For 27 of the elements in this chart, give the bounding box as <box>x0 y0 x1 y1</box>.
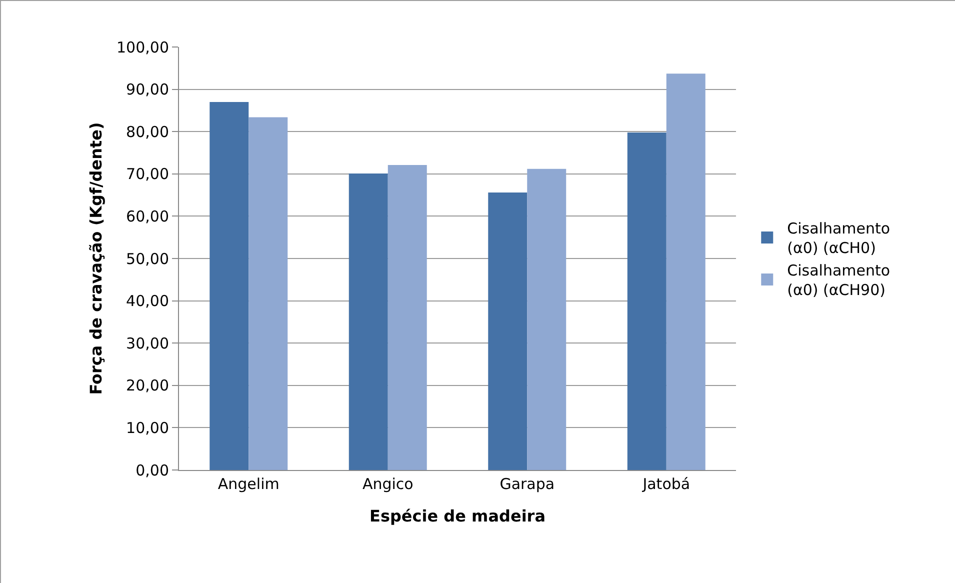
y-tick-label: 100,00 <box>116 38 169 56</box>
y-tick-label: 20,00 <box>126 376 169 395</box>
x-tick-label: Garapa <box>500 475 555 493</box>
y-tick-label: 50,00 <box>126 250 169 268</box>
y-tick-label: 80,00 <box>126 122 169 141</box>
bar <box>666 74 706 470</box>
x-tick-label: Jatobá <box>642 475 690 493</box>
bar <box>348 173 388 470</box>
x-axis-title: Espécie de madeira <box>370 506 546 526</box>
x-tick-label: Angico <box>362 475 414 493</box>
legend-label: Cisalhamento (α0) (αCH0) <box>787 220 890 258</box>
y-tick-label: 0,00 <box>136 461 169 480</box>
x-tick-label: Angelim <box>218 475 280 493</box>
y-tick-label: 30,00 <box>126 334 169 352</box>
y-axis-title: Força de cravação (Kgf/dente) <box>86 122 106 395</box>
y-tick-label: 90,00 <box>126 80 169 99</box>
bar <box>388 165 427 470</box>
legend-label: Cisalhamento (α0) (αCH90) <box>787 262 890 300</box>
y-tick-label: 40,00 <box>126 292 169 310</box>
bar <box>248 117 288 470</box>
bar <box>527 168 566 470</box>
bar <box>488 192 528 470</box>
bar <box>210 102 249 470</box>
y-tick-label: 60,00 <box>126 207 169 226</box>
y-tick-label: 70,00 <box>126 165 169 184</box>
y-tick-label: 10,00 <box>126 418 169 437</box>
bar <box>627 132 666 470</box>
